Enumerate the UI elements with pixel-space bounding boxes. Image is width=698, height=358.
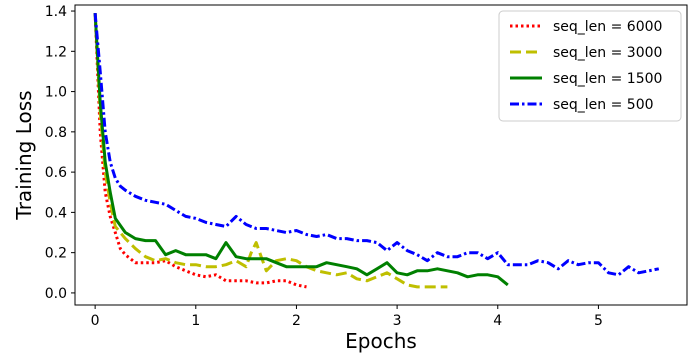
legend-label-2: seq_len = 1500 bbox=[553, 71, 662, 87]
legend-label-1: seq_len = 3000 bbox=[553, 45, 662, 61]
legend: seq_len = 6000 seq_len = 3000 seq_len = 15… bbox=[498, 10, 682, 122]
legend-box bbox=[498, 10, 682, 122]
y-tick-label: 0.6 bbox=[45, 165, 67, 181]
y-axis-ticks: 0.0 0.2 0.4 0.6 0.8 1.0 1.2 1.4 bbox=[45, 4, 75, 302]
y-tick-label: 0.4 bbox=[45, 205, 67, 221]
series-line-1 bbox=[93, 13, 448, 289]
x-tick-label: 0 bbox=[91, 313, 100, 329]
x-tick-label: 4 bbox=[493, 313, 502, 329]
x-axis-ticks: 0 1 2 3 4 5 bbox=[91, 305, 603, 329]
y-tick-label: 0.8 bbox=[45, 125, 67, 141]
x-tick-label: 5 bbox=[594, 313, 603, 329]
x-axis-label: Epochs bbox=[345, 329, 417, 353]
y-tick-label: 1.4 bbox=[45, 4, 67, 20]
y-tick-label: 0.2 bbox=[45, 246, 67, 262]
series-line-2 bbox=[93, 13, 509, 287]
series-lines bbox=[93, 12, 660, 289]
y-tick-label: 1.0 bbox=[45, 85, 67, 101]
series-line-3 bbox=[93, 12, 660, 277]
legend-label-3: seq_len = 500 bbox=[553, 97, 654, 113]
y-tick-label: 1.2 bbox=[45, 44, 67, 60]
x-tick-label: 3 bbox=[393, 313, 402, 329]
plot-area-frame bbox=[74, 4, 688, 306]
x-tick-label: 1 bbox=[191, 313, 200, 329]
y-axis-label: Training Loss bbox=[12, 90, 36, 220]
legend-label-0: seq_len = 6000 bbox=[553, 19, 662, 35]
y-tick-label: 0.0 bbox=[45, 286, 67, 302]
x-tick-label: 2 bbox=[292, 313, 301, 329]
series-line-0 bbox=[93, 13, 307, 289]
